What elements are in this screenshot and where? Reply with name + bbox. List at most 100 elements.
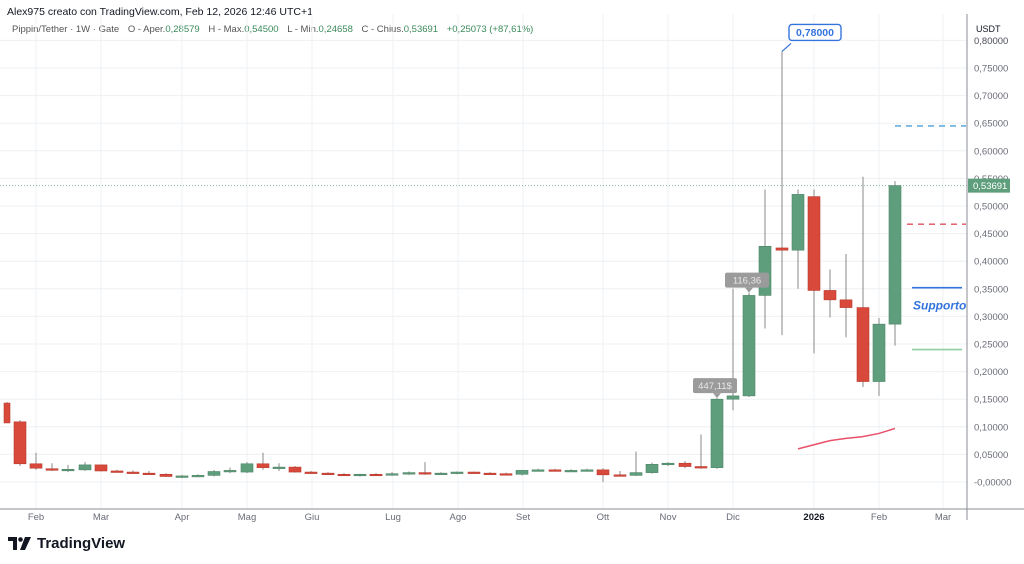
candle-body-up (580, 469, 594, 472)
candle (629, 451, 643, 476)
candle (78, 462, 92, 471)
candle-body-up (191, 475, 205, 478)
close-label: C - Chius. (361, 24, 404, 35)
symbol-label[interactable]: Pippin/Tether · 1W · Gate (12, 24, 120, 35)
time-tick-label: Giu (305, 512, 320, 523)
callout-pointer (781, 42, 792, 52)
price-tick-label: 0,15000 (974, 395, 1008, 406)
candle (418, 462, 432, 475)
moving-average-path (797, 427, 896, 450)
candle (3, 401, 11, 424)
high-value: 0,54500 (244, 24, 279, 35)
time-tick-label: Mar (935, 512, 951, 523)
price-tick-label: 0,75000 (974, 64, 1008, 75)
candle-body-up (78, 464, 92, 471)
candle-body-up (434, 472, 448, 475)
horizontal-levels (895, 125, 966, 351)
candle-body-down (694, 466, 708, 469)
candlestick-chart[interactable]: 0,78000 116,36 447,11$ Supporto 0,80000 0,75… (0, 0, 1024, 530)
change-value: +0,25073 (+87,61%) (446, 24, 534, 35)
candle-body-down (3, 402, 11, 424)
candle (110, 469, 124, 473)
candle (256, 452, 270, 470)
candle (645, 462, 659, 474)
candle-body-down (13, 421, 27, 465)
candle (483, 472, 497, 475)
candle (564, 469, 578, 473)
candle-body-down (823, 290, 837, 301)
candle (13, 420, 27, 466)
price-tick-label: 0,80000 (974, 36, 1008, 47)
moving-average-line (797, 427, 896, 450)
candle-body-down (94, 464, 108, 472)
candle-body-up (175, 475, 189, 478)
candle (888, 181, 902, 346)
candle (207, 469, 221, 477)
open-label: O - Aper. (127, 24, 166, 35)
candle-body-down (613, 474, 627, 477)
time-tick-label: Nov (660, 512, 677, 523)
candle-body-down (678, 462, 692, 467)
candle-body-up (629, 472, 643, 476)
candle (61, 464, 75, 473)
candle (29, 452, 43, 470)
candle-body-down (839, 299, 853, 308)
price-tick-label: 0,10000 (974, 422, 1008, 433)
candle-body-up (207, 471, 221, 476)
candle-body-up (645, 464, 659, 473)
candle (613, 470, 627, 477)
candle (223, 467, 237, 474)
candle-body-up (223, 470, 237, 473)
price-tick-label: 0,80000 (974, 36, 1008, 47)
price-tick-label: 0,35000 (974, 284, 1008, 295)
candle (304, 470, 318, 474)
price-axis[interactable]: 0,800000,750000,700000,650000,600000,550… (968, 36, 1012, 489)
candle (240, 462, 254, 474)
candle (272, 463, 286, 471)
close-value: 0,53691 (403, 24, 439, 35)
candle-body-down (321, 472, 335, 475)
candle-body-down (142, 472, 156, 475)
volume-tag-text: 116,36 (733, 276, 761, 287)
low-value: 0,24658 (318, 24, 353, 35)
candle-body-up (450, 471, 464, 474)
price-tick-label: 0,45000 (974, 229, 1008, 240)
candle-body-up (661, 462, 675, 466)
candle (580, 468, 594, 472)
candle-body-down (548, 469, 562, 472)
tradingview-logo-icon (8, 536, 31, 550)
candle (694, 434, 708, 469)
candle (402, 471, 416, 475)
price-unit-label[interactable]: USDT (976, 24, 1001, 34)
candle (353, 473, 367, 477)
candle-body-up (742, 295, 756, 397)
chart-credit: Alex975 creato con TradingView.com, Feb … (7, 6, 313, 18)
candle-body-down (499, 473, 513, 476)
price-tick-label: -0,00000 (974, 478, 1012, 489)
last-price-label: 0,53691 (973, 181, 1007, 192)
candle (548, 468, 562, 472)
high-label: H - Max. (208, 24, 245, 35)
candle (678, 461, 692, 469)
candle (710, 398, 724, 469)
tradingview-logo[interactable]: TradingView (8, 535, 125, 552)
candle (758, 189, 772, 329)
candle (321, 472, 335, 475)
candle-body-up (402, 472, 416, 475)
candle-body-down (29, 463, 43, 469)
candle (661, 462, 675, 466)
candle-body-up (531, 469, 545, 472)
candle-body-up (61, 469, 75, 472)
candle (807, 189, 821, 354)
candle (175, 474, 189, 479)
time-axis[interactable]: Feb Mar Apr Mag Giu Lug Ago Set Ott Nov Dic 2026 Feb… (28, 512, 951, 523)
candle-body-down (483, 472, 497, 475)
time-tick-label: Mar (93, 512, 109, 523)
candle-body-up (791, 194, 805, 251)
volume-tag-pointer (713, 393, 721, 399)
candle (823, 269, 837, 318)
price-tick-label: 0,25000 (974, 340, 1008, 351)
candle-body-up (272, 466, 286, 469)
candle-body-down (369, 473, 383, 477)
candle (369, 473, 383, 477)
